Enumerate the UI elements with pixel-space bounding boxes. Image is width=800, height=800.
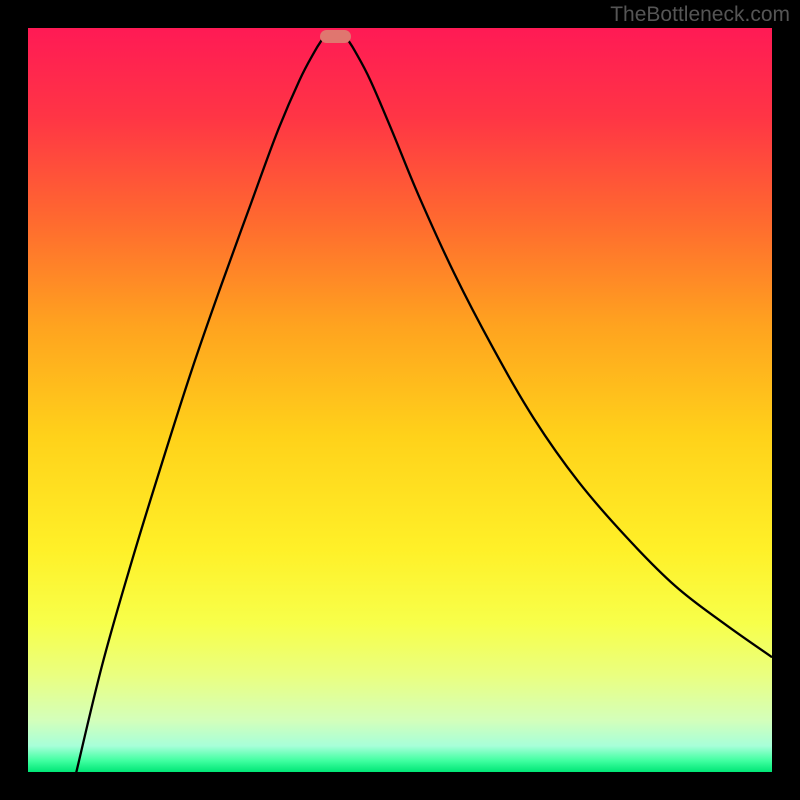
optimal-point-marker — [320, 30, 351, 43]
plot-area — [28, 28, 772, 772]
bottleneck-curve — [28, 28, 772, 772]
watermark-text: TheBottleneck.com — [610, 3, 790, 27]
chart-canvas: TheBottleneck.com — [0, 0, 800, 800]
